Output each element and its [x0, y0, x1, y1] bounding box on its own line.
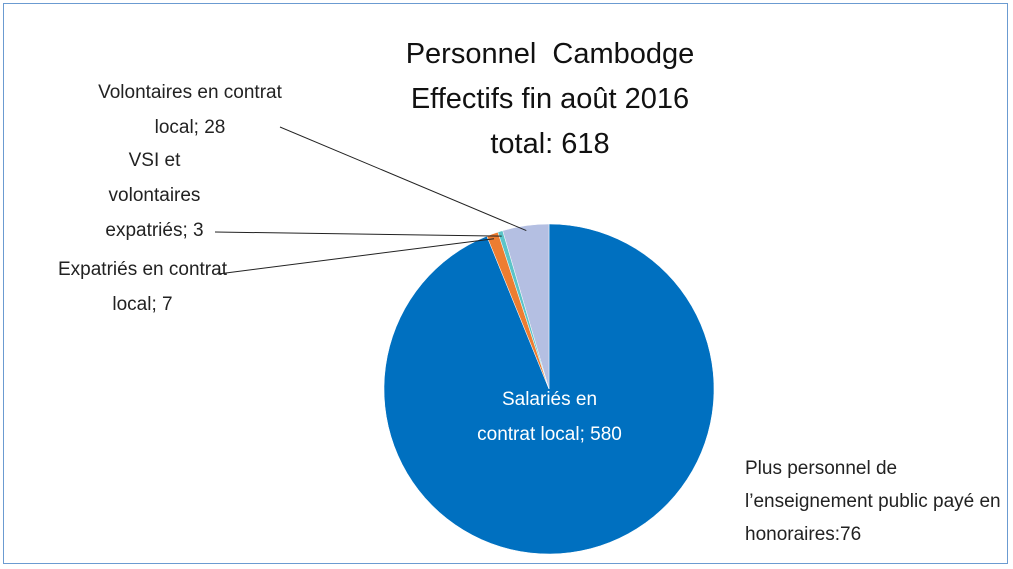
data-label: VSI et volontaires expatriés; 3 — [105, 150, 204, 241]
title-line: total: 618 — [490, 128, 610, 160]
title-line: Effectifs fin août 2016 — [410, 83, 690, 115]
leader-line — [217, 238, 495, 275]
leader-line — [214, 231, 502, 237]
leader-line — [279, 126, 527, 232]
data-label: Salariés en contrat local; 580 — [477, 389, 622, 445]
title-line: Personnel Cambodge — [405, 38, 695, 70]
data-label: Volontaires en contrat local; 28 — [98, 82, 282, 138]
chart-frame — [3, 3, 1008, 564]
pie-slice — [502, 223, 550, 390]
annotation: Plus personnel de l’enseignement public … — [745, 458, 1001, 545]
data-label: Expatriés en contrat local; 7 — [58, 259, 227, 315]
chart-title: Personnel Cambodge Effectifs fin août 20… — [300, 32, 800, 167]
